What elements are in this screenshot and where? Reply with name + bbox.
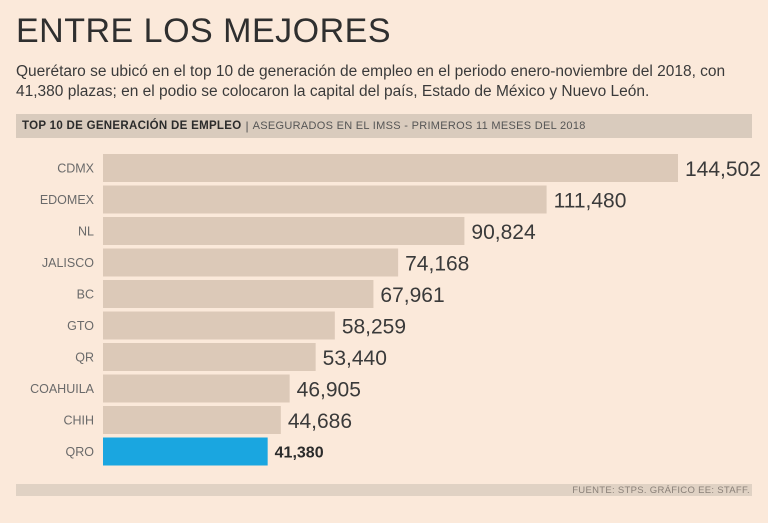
- value-label: 90,824: [471, 221, 536, 244]
- footer-band: [16, 484, 752, 496]
- bar-highlight: [103, 437, 268, 466]
- value-label: 53,440: [323, 347, 387, 370]
- category-label: NL: [78, 225, 94, 239]
- bar: [103, 185, 547, 214]
- bar: [103, 343, 316, 371]
- value-label: 58,259: [342, 316, 406, 339]
- value-label: 41,380: [275, 445, 324, 462]
- bar: [103, 248, 399, 277]
- chart-header-subtitle: ASEGURADOS EN EL IMSS - PRIMEROS 11 MESE…: [252, 120, 586, 132]
- category-label: COAHUILA: [30, 382, 95, 396]
- category-label: EDOMEX: [40, 193, 95, 207]
- chart-header-band: TOP 10 DE GENERACIÓN DE EMPLEO | ASEGURA…: [16, 114, 752, 138]
- category-label: CDMX: [57, 162, 94, 176]
- value-label: 74,168: [405, 253, 469, 276]
- category-label: GTO: [67, 319, 94, 333]
- value-label: 144,502: [685, 158, 761, 181]
- category-label: CHIH: [63, 414, 94, 428]
- bar: [103, 374, 290, 403]
- category-label: JALISCO: [42, 256, 94, 270]
- bar: [103, 217, 465, 245]
- category-label: QRO: [66, 445, 95, 459]
- bar: [103, 406, 281, 434]
- chart-title: ENTRE LOS MEJORES: [16, 12, 392, 50]
- bar: [103, 154, 678, 182]
- value-label: 111,480: [554, 190, 627, 213]
- chart-header-separator: |: [245, 119, 249, 133]
- bar: [103, 280, 374, 308]
- bar-chart: CDMX 144,502 EDOMEX 111,480 NL 90,824 JALISCO 7…: [30, 154, 761, 466]
- source-credit: FUENTE: STPS. GRÁFICO EE: STAFF.: [572, 485, 750, 496]
- chart-subtitle: Querétaro se ubicó en el top 10 de gener…: [16, 63, 726, 100]
- value-label: 44,686: [288, 410, 352, 433]
- value-label: 46,905: [297, 379, 361, 402]
- bar: [103, 311, 335, 340]
- value-label: 67,961: [380, 284, 444, 307]
- chart-header-title: TOP 10 DE GENERACIÓN DE EMPLEO: [22, 120, 242, 132]
- category-label: QR: [75, 351, 94, 365]
- category-label: BC: [77, 288, 94, 302]
